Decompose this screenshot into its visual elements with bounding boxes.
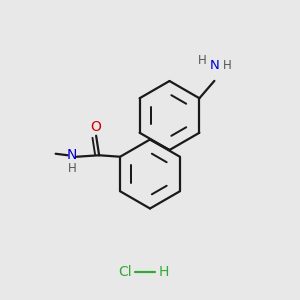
Text: O: O: [91, 120, 102, 134]
Text: H: H: [197, 54, 206, 67]
Text: N: N: [67, 148, 77, 162]
Text: Cl: Cl: [118, 265, 132, 278]
Text: N: N: [209, 59, 219, 72]
Text: H: H: [223, 59, 231, 72]
Text: H: H: [159, 265, 169, 278]
Text: H: H: [68, 162, 76, 175]
